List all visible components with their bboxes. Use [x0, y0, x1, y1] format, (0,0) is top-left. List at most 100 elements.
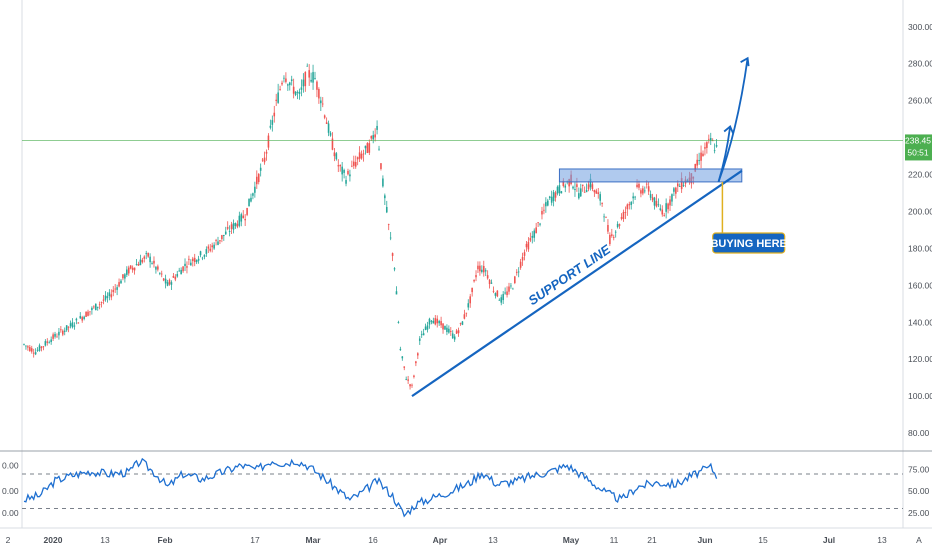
price-tick-label: 100.00	[908, 391, 932, 401]
candle-body	[343, 169, 345, 173]
candle-body	[444, 325, 446, 330]
candle-body	[556, 186, 559, 194]
candle-body	[519, 261, 522, 268]
candle-body	[465, 312, 468, 314]
price-tick-label: 260.00	[908, 96, 932, 106]
candle-body	[159, 272, 161, 274]
price-tick-label: 180.00	[908, 243, 932, 253]
candle-body	[523, 252, 526, 256]
candle-body	[48, 342, 51, 344]
time-axis[interactable]: 2 2020 13 Feb 17 Mar 16 Apr 13 May 11 21 Jun 15 Jul 13 A	[6, 535, 923, 545]
candle-body	[230, 224, 233, 229]
candle-body	[601, 203, 603, 204]
candle-body	[256, 176, 258, 185]
candle-body	[298, 91, 301, 94]
candle-timer: 50:51	[907, 147, 929, 157]
candle-body	[576, 184, 578, 187]
candle-body	[706, 142, 708, 148]
candle-body	[673, 188, 675, 192]
candle-body	[380, 163, 382, 169]
candle-body	[636, 184, 638, 188]
candle-body	[364, 145, 367, 149]
rsi-left-tick-label: 0.00	[2, 486, 19, 496]
candle-body	[42, 346, 45, 348]
candle-body	[407, 379, 409, 381]
time-tick-label: 21	[647, 535, 657, 545]
last-price-box	[905, 134, 932, 161]
candle-body	[203, 254, 206, 257]
candle-body	[275, 99, 277, 101]
candle-body	[471, 287, 473, 293]
candle-body	[657, 204, 660, 206]
time-tick-label: May	[563, 535, 580, 545]
candle-body	[186, 266, 188, 268]
candle-body	[184, 263, 186, 266]
candle-body	[665, 203, 667, 212]
candle-body	[649, 194, 652, 198]
candle-body	[713, 150, 716, 152]
candle-body	[521, 256, 524, 261]
candle-body	[490, 282, 493, 284]
candle-body	[391, 253, 394, 256]
candle-body	[160, 273, 163, 275]
candle-body	[300, 87, 303, 90]
candle-body	[715, 145, 718, 147]
candle-body	[537, 222, 539, 224]
candle-body	[624, 211, 627, 213]
candle-body	[597, 192, 600, 194]
price-tick-label: 200.00	[908, 206, 932, 216]
candle-body	[545, 202, 547, 207]
candle-body	[73, 325, 76, 327]
rsi-pane[interactable]: 75.00 50.00 25.00 0.00 0.00 0.00	[2, 457, 930, 518]
time-tick-label: 13	[877, 535, 887, 545]
candle-body	[680, 178, 683, 190]
candle-body	[529, 238, 532, 241]
rsi-left-tick-label: 0.00	[2, 460, 19, 470]
candle-body	[502, 294, 504, 301]
candle-body	[442, 323, 444, 330]
candle-body	[129, 265, 132, 269]
time-tick-label: 2	[6, 535, 11, 545]
candle-body	[215, 240, 217, 241]
candle-body	[585, 189, 588, 193]
candle-body	[120, 280, 122, 284]
candle-body	[370, 136, 373, 139]
candle-body	[558, 185, 561, 194]
candle-body	[484, 270, 487, 272]
candle-body	[236, 223, 239, 227]
candle-body	[292, 86, 295, 94]
candle-body	[259, 167, 262, 171]
candle-body	[110, 294, 113, 298]
last-price-value: 238.45	[905, 135, 931, 145]
candle-body	[587, 184, 590, 190]
candle-body	[79, 316, 82, 319]
candle-body	[413, 375, 415, 377]
candle-body	[240, 214, 243, 222]
candle-body	[182, 266, 184, 272]
candle-body	[426, 325, 429, 330]
candle-body	[38, 345, 41, 351]
candle-body	[376, 125, 378, 130]
candle-body	[548, 196, 551, 198]
candle-body	[191, 258, 194, 262]
candle-body	[644, 190, 646, 192]
candle-body	[659, 208, 662, 210]
candle-body	[29, 347, 31, 351]
candle-body	[81, 317, 83, 321]
candle-body	[133, 267, 136, 271]
candle-body	[411, 384, 413, 386]
candle-body	[337, 165, 340, 167]
candle-body	[254, 186, 256, 193]
candle-body	[238, 215, 241, 226]
candle-body	[512, 288, 514, 290]
candle-body	[562, 180, 565, 187]
candle-body	[52, 334, 54, 339]
candle-body	[269, 125, 272, 128]
candle-body	[399, 348, 402, 351]
arrow-head-lower-icon	[723, 125, 734, 134]
candle-body	[213, 244, 215, 249]
candle-body	[440, 321, 442, 326]
candle-body	[221, 235, 223, 240]
candle-body	[630, 202, 633, 205]
